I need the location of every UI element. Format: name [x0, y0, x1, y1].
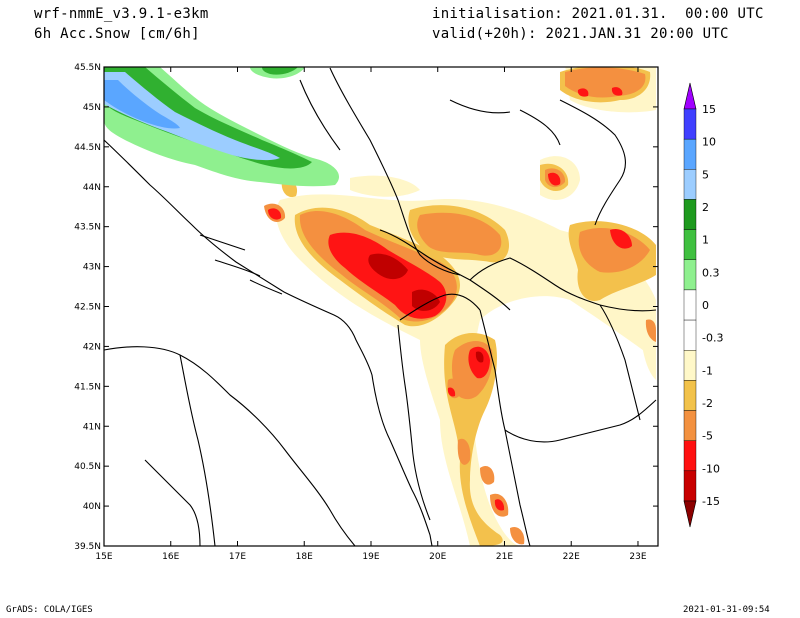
- colorbar-band: [683, 470, 697, 502]
- snow-blue-areas: [104, 80, 180, 129]
- colorbar-label: -2: [702, 397, 713, 410]
- lon-tick-label: 17E: [229, 552, 246, 562]
- colorbar-label: -0.3: [702, 332, 723, 345]
- lon-tick-label: 15E: [95, 552, 112, 562]
- colorbar-band: [683, 350, 697, 381]
- colorbar-label: -1: [702, 364, 713, 377]
- colorbar-band: [683, 199, 697, 230]
- colorbar-band: [683, 289, 697, 321]
- snow-dark-red-areas: [368, 253, 484, 363]
- lat-tick-label: 43N: [83, 263, 101, 273]
- init-time: initialisation: 2021.01.31. 00:00 UTC: [432, 6, 764, 22]
- colorbar-band: [683, 229, 697, 260]
- colorbar-band: [683, 380, 697, 411]
- lon-tick-label: 22E: [563, 552, 580, 562]
- colorbar-label: 5: [702, 168, 709, 181]
- colorbar-label: 1: [702, 234, 709, 247]
- valid-time: valid(+20h): 2021.JAN.31 20:00 UTC: [432, 26, 729, 42]
- lat-axis: 45.5N 45N 44.5N 44N 43.5N 43N 42.5N 42N 41.5N 41N…: [74, 63, 658, 552]
- lat-tick-label: 42.5N: [74, 303, 101, 313]
- colorbar-bottom-arrow: [683, 500, 697, 528]
- colorbar-band: [683, 319, 697, 351]
- lat-tick-label: 45N: [83, 103, 101, 113]
- render-timestamp: 2021-01-31-09:54: [683, 605, 770, 615]
- colorbar-band: [683, 259, 697, 291]
- colorbar-label: 0: [702, 299, 709, 312]
- lat-tick-label: 41N: [83, 422, 101, 432]
- snow-light-blue-areas: [104, 72, 280, 161]
- lat-tick-label: 41.5N: [74, 382, 101, 392]
- lon-tick-label: 23E: [629, 552, 646, 562]
- colorbar-band: [683, 169, 697, 200]
- colorbar-band: [683, 108, 697, 140]
- colorbar-label: -5: [702, 430, 713, 443]
- colorbar-label: 15: [702, 103, 716, 116]
- lat-tick-label: 43.5N: [74, 223, 101, 233]
- lon-tick-label: 18E: [296, 552, 313, 562]
- colorbar-label: -10: [702, 462, 720, 475]
- colorbar-band: [683, 138, 697, 170]
- colorbar-label: 0.3: [702, 266, 720, 279]
- colorbar-top-arrow: [683, 82, 697, 110]
- lat-tick-label: 40N: [83, 502, 101, 512]
- lat-tick-label: 44N: [83, 183, 101, 193]
- lon-tick-label: 20E: [429, 552, 446, 562]
- field-title: 6h Acc.Snow [cm/6h]: [34, 26, 200, 42]
- grads-credit: GrADS: COLA/IGES: [6, 605, 93, 615]
- colorbar-label: -15: [702, 495, 720, 508]
- snow-green-areas: [104, 67, 312, 169]
- model-title: wrf-nmmE_v3.9.1-e3km: [34, 6, 209, 22]
- snow-field: [104, 67, 656, 546]
- colorbar-label: 10: [702, 136, 716, 149]
- lat-tick-label: 42N: [83, 342, 101, 352]
- lat-tick-label: 45.5N: [74, 63, 101, 73]
- colorbar-label: 2: [702, 201, 709, 214]
- lon-axis: 15E 16E 17E 18E 19E 20E 21E 22E 23E: [95, 67, 647, 562]
- lat-tick-label: 40.5N: [74, 462, 101, 472]
- lat-tick-label: 39.5N: [74, 542, 101, 552]
- colorbar-band: [683, 410, 697, 441]
- colorbar-band: [683, 440, 697, 472]
- colorbar: 15 10 5 2 1 0.3 0 -0.3 -1 -2 -5 -10 -15: [683, 82, 723, 528]
- lon-tick-label: 21E: [496, 552, 513, 562]
- lon-tick-label: 16E: [162, 552, 179, 562]
- lat-tick-label: 44.5N: [74, 143, 101, 153]
- lon-tick-label: 19E: [362, 552, 379, 562]
- coastlines-borders: [104, 67, 657, 546]
